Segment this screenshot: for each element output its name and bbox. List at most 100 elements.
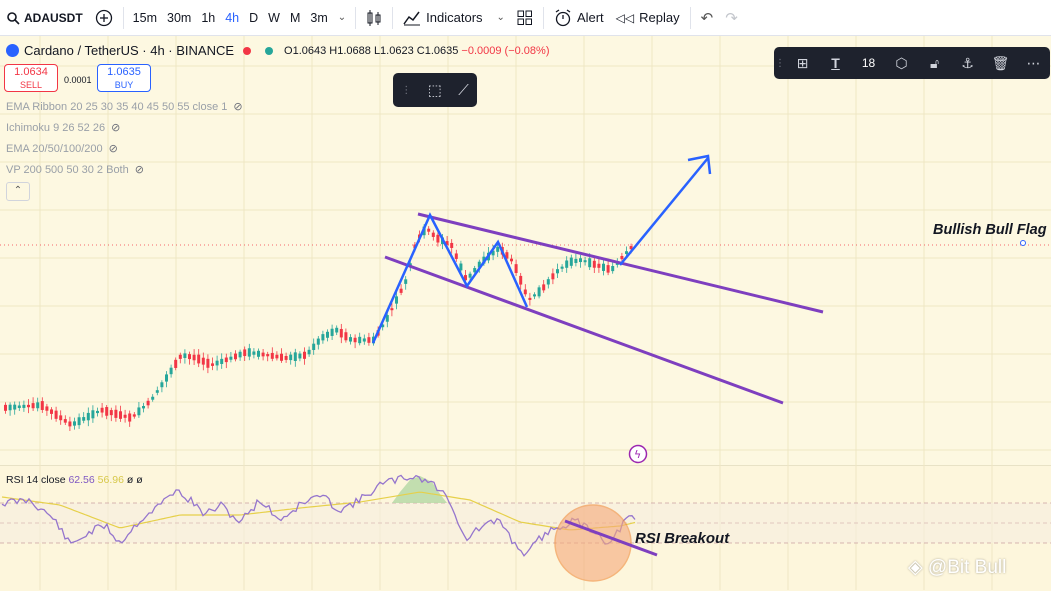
alert-button[interactable]: Alert [548, 0, 610, 35]
candle [496, 246, 500, 252]
indicators-button[interactable]: Indicators ⌄ [397, 0, 511, 35]
lock-icon[interactable]: 🔓︎ [929, 54, 940, 71]
interval-15m[interactable]: 15m [132, 10, 157, 25]
drag-handle-icon[interactable]: ⋮ [401, 84, 412, 96]
candle [119, 411, 122, 419]
candle [155, 390, 159, 393]
candle [17, 405, 21, 409]
rsi-label: RSI 14 close [6, 474, 66, 486]
trash-icon[interactable]: 🗑︎ [991, 54, 1010, 71]
candle [588, 258, 592, 268]
candle [270, 352, 274, 359]
redo-icon: ↷ [725, 9, 738, 27]
candle [579, 258, 582, 263]
replay-label: Replay [639, 10, 680, 25]
interval-4h[interactable]: 4h [225, 10, 240, 25]
drag-handle-icon[interactable]: ⋮ [775, 57, 785, 69]
indicator-ichimoku[interactable]: Ichimoku 9 26 52 26 ⊘ [6, 121, 121, 135]
candle [132, 414, 136, 417]
anchor-icon[interactable]: ⚓︎ [961, 54, 974, 71]
candle [312, 343, 316, 351]
candle [602, 263, 605, 271]
chevron-down-icon[interactable]: ⌄ [337, 12, 347, 23]
eye-hidden-icon[interactable]: ⊘ [111, 122, 121, 134]
interval-3m[interactable]: 3m [310, 10, 328, 25]
candle [436, 234, 440, 243]
candle [243, 349, 247, 357]
template-icon[interactable]: ⊞ [796, 54, 809, 71]
candle [252, 351, 256, 355]
add-symbol-button[interactable] [89, 0, 119, 35]
eye-hidden-icon[interactable]: ⊘ [134, 164, 144, 176]
candle [298, 353, 302, 359]
candle [519, 275, 523, 285]
indicator-vp[interactable]: VP 200 500 50 30 2 Both ⊘ [6, 163, 144, 177]
candle [390, 308, 394, 311]
candle [473, 268, 477, 273]
candle [229, 356, 233, 360]
undo-button[interactable]: ↶ [695, 0, 720, 35]
top-toolbar: ADAUSDT 15m 30m 1h 4h D W M 3m ⌄ Indicat… [0, 0, 1051, 36]
eye-hidden-icon[interactable]: ⊘ [108, 143, 118, 155]
redo-button[interactable]: ↷ [719, 0, 744, 35]
candle [165, 374, 168, 382]
candle [459, 263, 463, 271]
brush-icon[interactable]: ⟋ [458, 81, 469, 99]
rsi-trendline [564, 519, 658, 557]
candle [224, 357, 228, 363]
add-symbol-icon [95, 9, 112, 26]
candle [289, 354, 293, 361]
candle [160, 382, 164, 388]
candle [174, 359, 178, 368]
interval-1h[interactable]: 1h [201, 10, 216, 25]
interval-d[interactable]: D [249, 10, 259, 25]
candle [477, 261, 481, 268]
rectangle-select-icon[interactable]: ⬚ [427, 82, 442, 99]
candle [257, 350, 260, 357]
toolbar-divider [689, 6, 691, 29]
indicators-label: Indicators [426, 10, 483, 25]
candle [284, 355, 288, 360]
ada-logo-icon [6, 44, 19, 57]
candle [22, 404, 26, 408]
sell-button[interactable]: 1.0634 SELL [4, 64, 58, 92]
candle [353, 337, 357, 343]
interval-30m[interactable]: 30m [167, 10, 192, 25]
candle [583, 260, 587, 263]
buy-button[interactable]: 1.0635 BUY [97, 64, 151, 92]
search-icon [7, 11, 20, 25]
replay-button[interactable]: ◁◁ Replay [610, 0, 686, 35]
bull-flag-label[interactable]: Bullish Bull Flag [933, 222, 1047, 238]
wave-path [371, 212, 529, 344]
candle [625, 251, 628, 254]
interval-w[interactable]: W [268, 10, 280, 25]
interval-m[interactable]: M [289, 10, 301, 25]
eye-hidden-icon[interactable]: ⊘ [233, 101, 243, 113]
rsi-legend[interactable]: RSI 14 close 62.56 56.96 ø ø [6, 474, 143, 486]
indicator-ema[interactable]: EMA 20/50/100/200 ⊘ [6, 142, 118, 156]
spread-value: 0.0001 [64, 75, 92, 85]
candle [537, 287, 541, 297]
interval-group: 15m 30m 1h 4h D W M 3m ⌄ [128, 11, 352, 25]
candle [261, 352, 265, 357]
candle [266, 354, 270, 357]
candle [100, 407, 104, 413]
settings-icon[interactable]: ⬡ [895, 54, 908, 71]
collapse-indicators-button[interactable]: ⌃ [6, 182, 30, 201]
main-chart-pane[interactable] [0, 36, 1051, 465]
candle [77, 417, 81, 426]
candle [31, 403, 35, 409]
symbol-search[interactable]: ADAUSDT [0, 0, 89, 35]
more-icon[interactable]: ⋯ [1026, 54, 1041, 71]
candle [523, 289, 527, 295]
layouts-button[interactable] [511, 0, 539, 35]
symbol-legend[interactable]: Cardano / TetherUS · 4h · BINANCE O1.064… [6, 43, 550, 58]
indicator-ema-ribbon[interactable]: EMA Ribbon 20 25 30 35 40 45 50 55 close… [6, 100, 243, 114]
text-color-icon[interactable]: T [831, 55, 840, 71]
high-value: H1.0688 [329, 44, 371, 57]
candle [275, 354, 279, 359]
breakout-arrow-head [687, 154, 712, 175]
font-size-value[interactable]: 18 [861, 56, 876, 70]
chart-type-button[interactable] [360, 0, 388, 35]
rsi-breakout-label[interactable]: RSI Breakout [635, 530, 730, 547]
